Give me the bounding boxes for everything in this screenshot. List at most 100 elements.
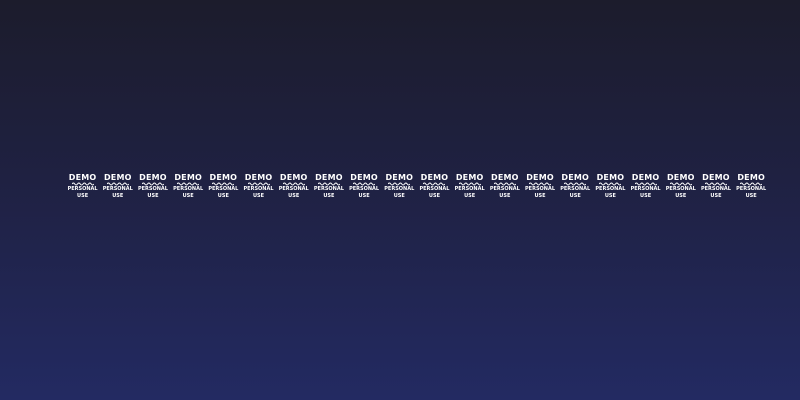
stamp-subtitle-2: USE <box>604 193 616 199</box>
watermark-stamp: DEMO PERSONAL USE <box>663 173 698 199</box>
stamp-title: DEMO <box>103 173 132 182</box>
stamp-subtitle-2: USE <box>464 193 476 199</box>
wave-divider-icon <box>282 182 305 186</box>
stamp-subtitle: PERSONAL <box>384 186 415 192</box>
stamp-subtitle-2: USE <box>252 193 265 199</box>
watermark-stamp: DEMO PERSONAL USE <box>452 173 487 199</box>
wave-divider-icon <box>564 182 587 186</box>
wave-divider-icon <box>704 182 727 186</box>
stamp-title: DEMO <box>491 173 519 182</box>
wave-divider-icon <box>493 182 516 186</box>
wave-divider-icon <box>740 182 763 186</box>
stamp-subtitle: PERSONAL <box>313 186 344 192</box>
wave-divider-icon <box>353 182 376 186</box>
watermark-stamp: DEMO PERSONAL USE <box>628 173 663 199</box>
stamp-subtitle: PERSONAL <box>349 186 380 192</box>
stamp-title: DEMO <box>350 173 378 182</box>
wave-divider-icon <box>634 182 657 186</box>
stamp-subtitle: PERSONAL <box>525 186 556 192</box>
stamp-title: DEMO <box>315 173 343 182</box>
watermark-stamp: DEMO PERSONAL USE <box>347 173 382 199</box>
watermark-stamp: DEMO PERSONAL USE <box>276 173 311 199</box>
stamp-subtitle-2: USE <box>182 193 194 199</box>
stamp-subtitle: PERSONAL <box>102 186 133 192</box>
stamp-subtitle-2: USE <box>288 193 300 199</box>
stamp-subtitle-2: USE <box>393 193 405 199</box>
stamp-subtitle: PERSONAL <box>208 186 239 192</box>
watermark-stamp: DEMO PERSONAL USE <box>100 173 135 199</box>
wave-divider-icon <box>247 182 270 186</box>
watermark-stamp: DEMO PERSONAL USE <box>171 173 206 199</box>
watermark-stamp: DEMO PERSONAL USE <box>417 173 452 199</box>
stamp-subtitle: PERSONAL <box>700 186 731 192</box>
wave-divider-icon <box>71 182 94 186</box>
watermark-stamp: DEMO PERSONAL USE <box>487 173 522 199</box>
wave-divider-icon <box>458 182 481 186</box>
stamp-subtitle-2: USE <box>675 193 687 199</box>
stamp-subtitle: PERSONAL <box>419 186 450 192</box>
watermark-stamp: DEMO PERSONAL USE <box>311 173 346 199</box>
stamp-subtitle-2: USE <box>323 193 335 199</box>
wave-divider-icon <box>212 182 235 186</box>
stamp-subtitle-2: USE <box>710 193 722 199</box>
watermark-stamp: DEMO PERSONAL USE <box>206 173 241 199</box>
wave-divider-icon <box>529 182 552 186</box>
wave-divider-icon <box>177 182 200 186</box>
stamp-subtitle: PERSONAL <box>67 186 98 192</box>
stamp-subtitle-2: USE <box>112 193 124 199</box>
stamp-subtitle: PERSONAL <box>173 186 204 192</box>
watermark-stamp: DEMO PERSONAL USE <box>65 173 100 199</box>
wave-divider-icon <box>141 182 164 186</box>
stamp-subtitle: PERSONAL <box>278 186 309 192</box>
watermark-stamp: DEMO PERSONAL USE <box>382 173 417 199</box>
stamp-subtitle: PERSONAL <box>243 186 274 192</box>
stamp-subtitle-2: USE <box>147 193 159 199</box>
stamp-subtitle: PERSONAL <box>595 186 626 192</box>
watermark-stamp: DEMO PERSONAL USE <box>135 173 170 199</box>
wave-divider-icon <box>599 182 622 186</box>
stamp-subtitle-2: USE <box>217 193 229 199</box>
wave-divider-icon <box>423 182 446 186</box>
stamp-title: DEMO <box>666 173 695 182</box>
wave-divider-icon <box>388 182 411 186</box>
stamp-title: DEMO <box>420 173 449 182</box>
stamp-subtitle-2: USE <box>358 193 370 199</box>
stamp-title: DEMO <box>702 173 730 182</box>
stamp-title: DEMO <box>209 173 238 182</box>
stamp-title: DEMO <box>561 173 590 182</box>
stamp-title: DEMO <box>631 173 660 182</box>
stamp-subtitle: PERSONAL <box>454 186 485 192</box>
watermark-stamp: DEMO PERSONAL USE <box>698 173 733 199</box>
watermark-stamp: DEMO PERSONAL USE <box>522 173 557 199</box>
stamp-title: DEMO <box>455 173 484 182</box>
stamp-title: DEMO <box>139 173 167 182</box>
stamp-title: DEMO <box>279 173 308 182</box>
stamp-subtitle-2: USE <box>640 193 652 199</box>
watermark-stamp: DEMO PERSONAL USE <box>558 173 593 199</box>
wave-divider-icon <box>669 182 692 186</box>
stamp-subtitle-2: USE <box>534 193 546 199</box>
stamp-subtitle: PERSONAL <box>665 186 696 192</box>
stamp-subtitle: PERSONAL <box>736 186 767 192</box>
stamp-subtitle-2: USE <box>569 193 581 199</box>
wave-divider-icon <box>106 182 129 186</box>
stamp-title: DEMO <box>737 173 765 182</box>
stamp-subtitle-2: USE <box>77 193 89 199</box>
stamp-title: DEMO <box>244 173 273 182</box>
watermark-stamp: DEMO PERSONAL USE <box>734 173 769 199</box>
stamp-subtitle-2: USE <box>428 193 440 199</box>
stamp-subtitle: PERSONAL <box>137 186 168 192</box>
watermark-row: DEMO PERSONAL USE DEMO PERSONAL USE DEMO PERSON… <box>65 173 769 199</box>
stamp-title: DEMO <box>385 173 414 182</box>
stamp-title: DEMO <box>68 173 97 182</box>
stamp-title: DEMO <box>174 173 202 182</box>
stamp-subtitle: PERSONAL <box>489 186 520 192</box>
stamp-title: DEMO <box>596 173 625 182</box>
stamp-subtitle-2: USE <box>745 193 757 199</box>
wave-divider-icon <box>317 182 340 186</box>
watermark-stamp: DEMO PERSONAL USE <box>593 173 628 199</box>
stamp-subtitle-2: USE <box>499 193 511 199</box>
watermark-stamp: DEMO PERSONAL USE <box>241 173 276 199</box>
stamp-subtitle: PERSONAL <box>630 186 661 192</box>
stamp-subtitle: PERSONAL <box>560 186 591 192</box>
